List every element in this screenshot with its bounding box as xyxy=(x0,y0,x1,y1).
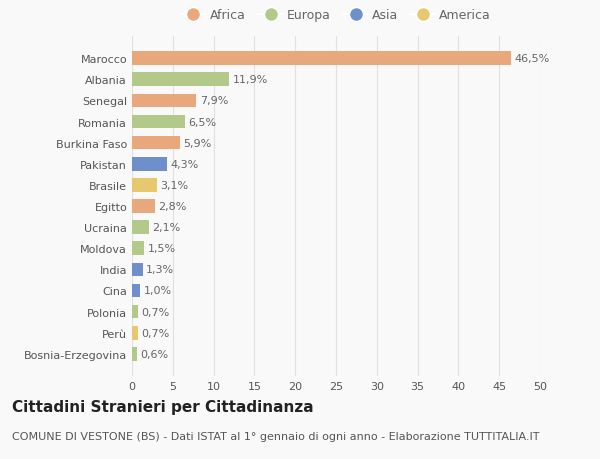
Text: 6,5%: 6,5% xyxy=(188,117,217,127)
Bar xyxy=(132,326,138,340)
Bar xyxy=(132,73,229,87)
Bar xyxy=(132,242,144,256)
Bar xyxy=(132,157,167,171)
Text: 0,6%: 0,6% xyxy=(140,349,168,359)
Text: 46,5%: 46,5% xyxy=(515,54,550,64)
Text: 1,3%: 1,3% xyxy=(146,265,174,275)
Bar xyxy=(132,115,185,129)
Bar xyxy=(132,136,180,150)
Bar xyxy=(132,263,143,277)
Text: 2,8%: 2,8% xyxy=(158,202,187,212)
Bar xyxy=(132,305,138,319)
Bar xyxy=(132,200,155,213)
Bar xyxy=(132,347,137,361)
Text: 0,7%: 0,7% xyxy=(141,328,169,338)
Text: Cittadini Stranieri per Cittadinanza: Cittadini Stranieri per Cittadinanza xyxy=(12,399,314,414)
Bar xyxy=(132,94,196,108)
Text: 7,9%: 7,9% xyxy=(200,96,228,106)
Bar xyxy=(132,179,157,192)
Text: 3,1%: 3,1% xyxy=(161,180,188,190)
Bar xyxy=(132,52,511,66)
Text: 0,7%: 0,7% xyxy=(141,307,169,317)
Bar xyxy=(132,221,149,235)
Bar xyxy=(132,284,140,298)
Text: 1,0%: 1,0% xyxy=(143,286,172,296)
Text: 2,1%: 2,1% xyxy=(152,223,181,233)
Text: COMUNE DI VESTONE (BS) - Dati ISTAT al 1° gennaio di ogni anno - Elaborazione TU: COMUNE DI VESTONE (BS) - Dati ISTAT al 1… xyxy=(12,431,539,442)
Text: 4,3%: 4,3% xyxy=(170,159,199,169)
Text: 5,9%: 5,9% xyxy=(184,138,212,148)
Legend: Africa, Europa, Asia, America: Africa, Europa, Asia, America xyxy=(181,9,491,22)
Text: 11,9%: 11,9% xyxy=(232,75,268,85)
Text: 1,5%: 1,5% xyxy=(148,244,176,254)
